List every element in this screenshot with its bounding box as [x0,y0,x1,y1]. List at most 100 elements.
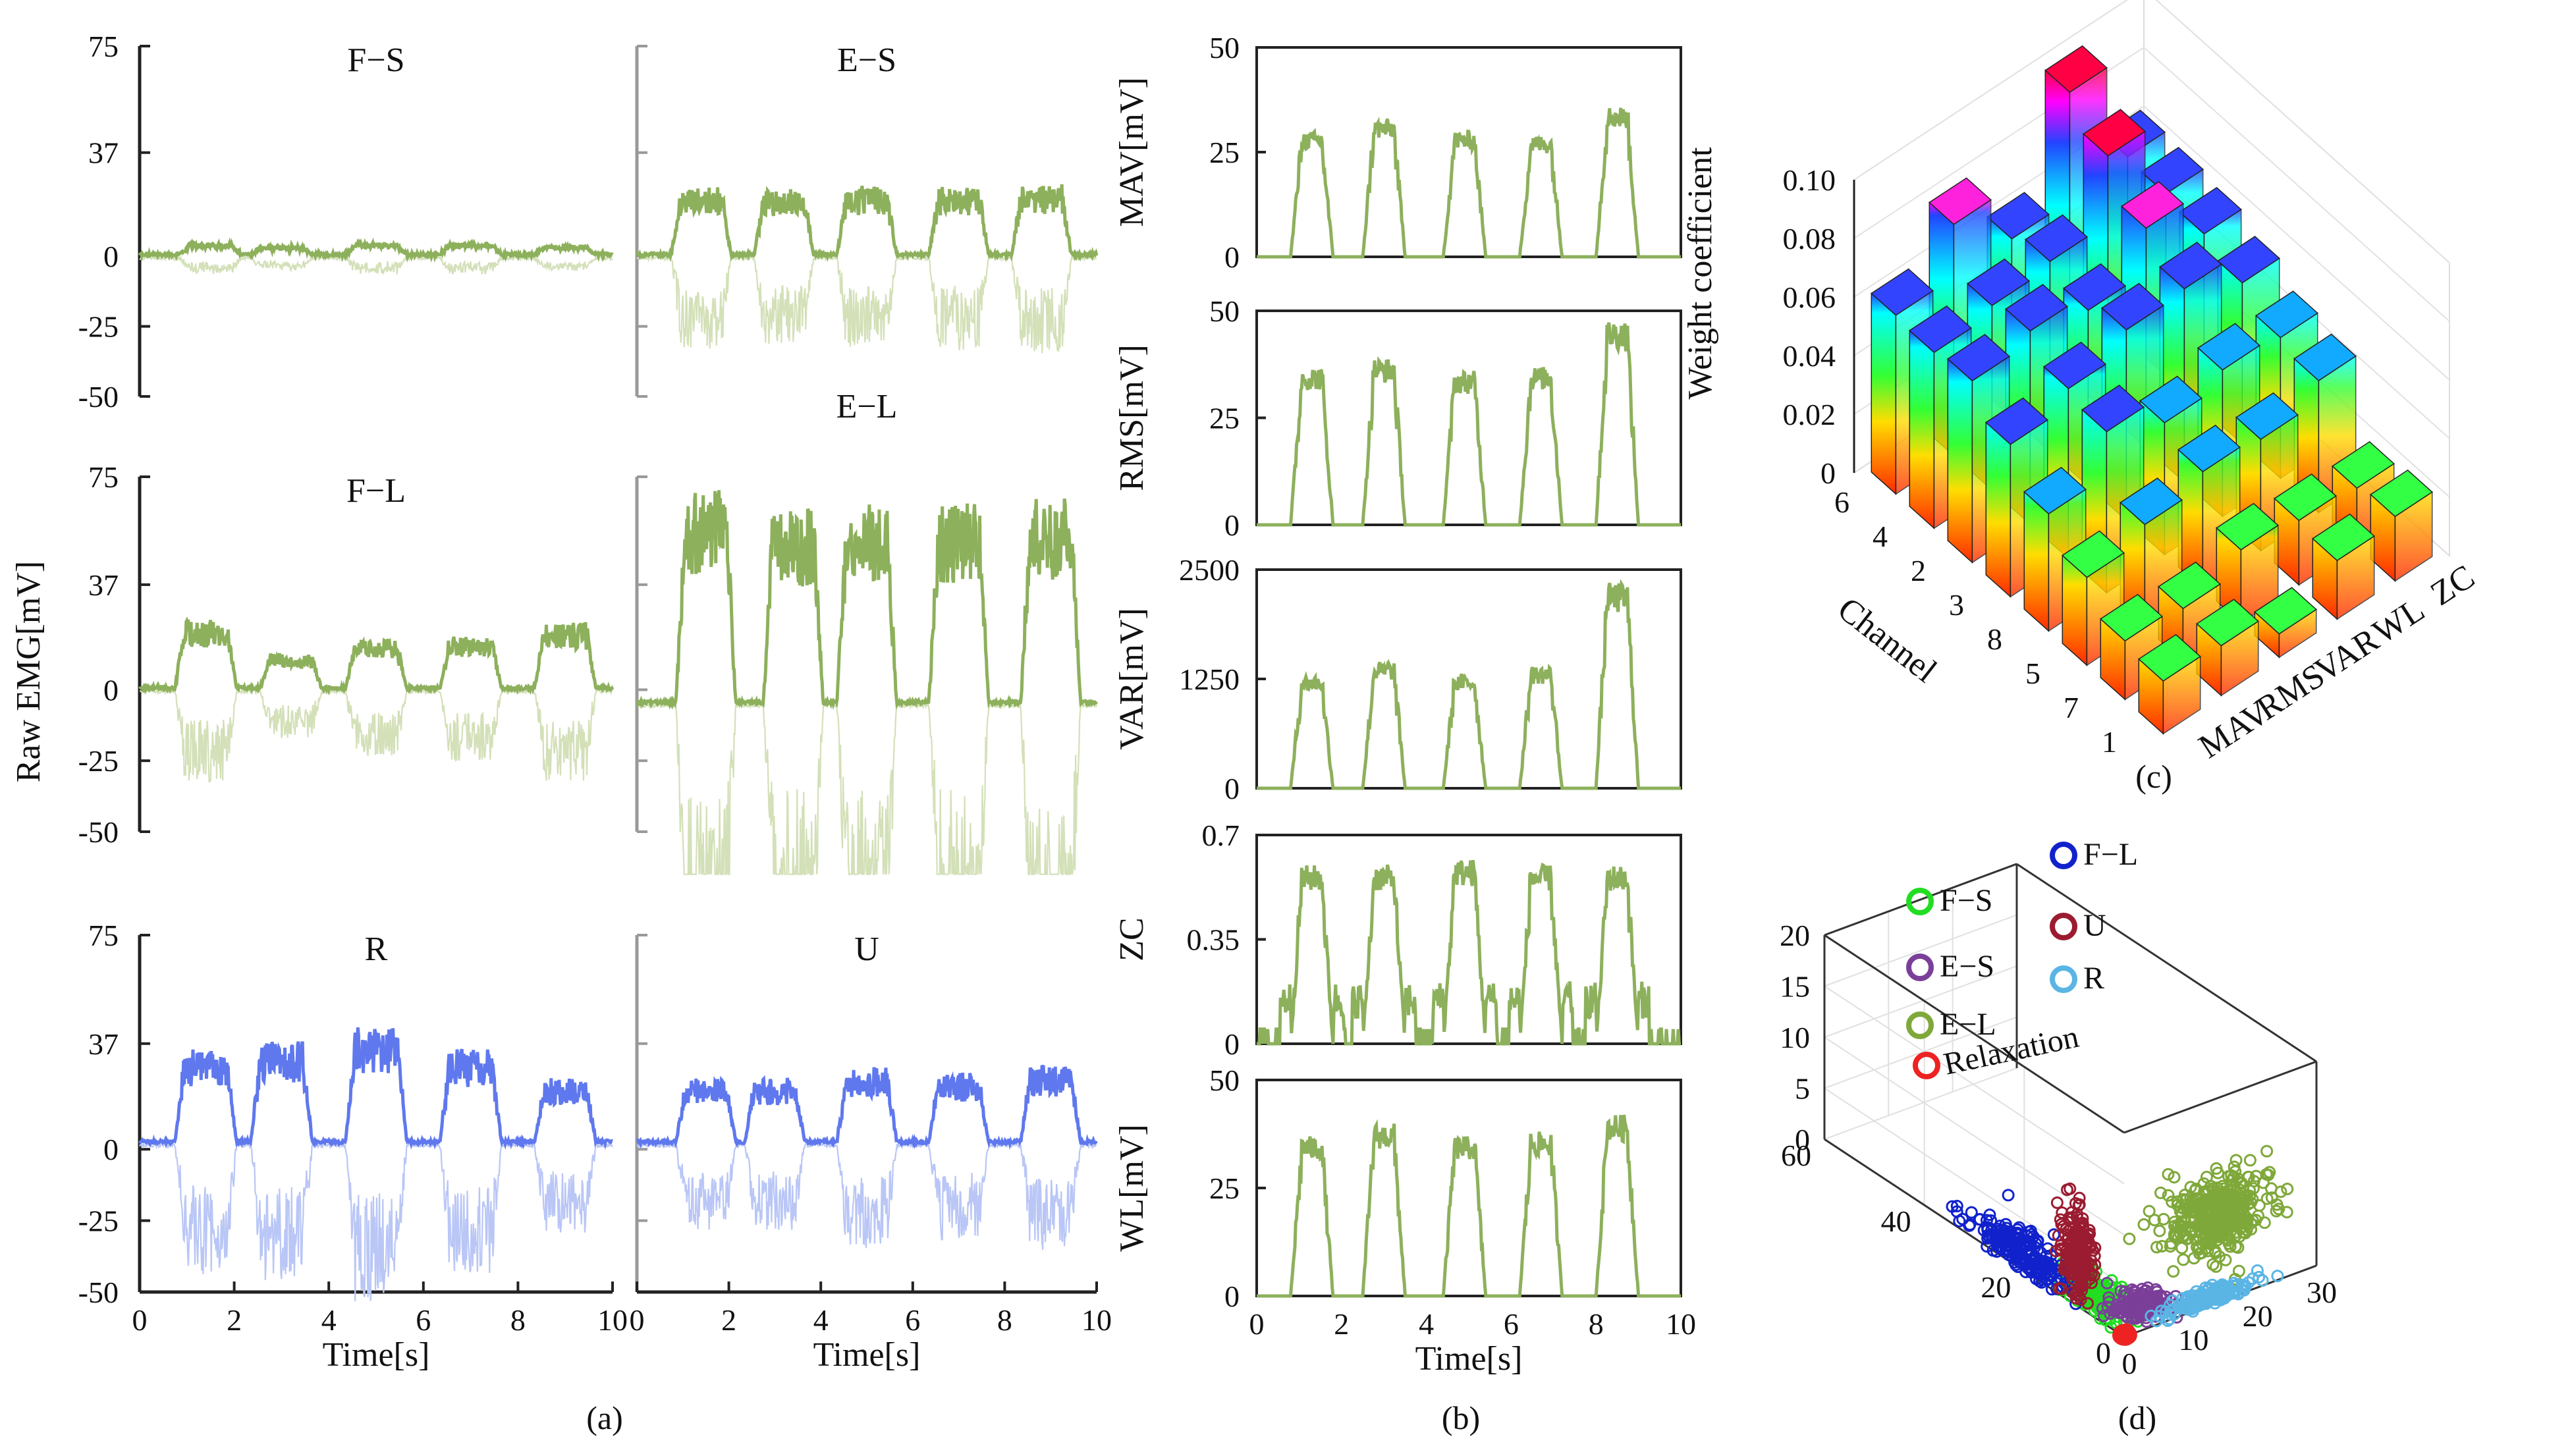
emg-subplot: E−L [635,388,1099,876]
y-tick-label: 75 [88,919,119,952]
feature-trace [1257,322,1681,527]
bar-face-top [1929,177,1992,225]
legend-label: F−L [2083,837,2138,872]
grid-line [1853,0,2450,263]
legend-marker [2050,842,2077,869]
bar-face-top [2101,283,2164,331]
legend-item: F−L [2050,837,2138,872]
bar-face-top [2370,469,2433,518]
z-tick-label: 0.06 [1783,281,1836,314]
scatter-point [2241,1170,2255,1183]
scatter-point [2201,1296,2214,1309]
grid-line [1824,914,2017,987]
bar-face-top [2121,181,2184,229]
bar-face-top [2216,502,2279,551]
feature-ylabel: MAV[mV] [1113,77,1151,227]
caption-b: (b) [1442,1399,1480,1436]
emg-envelope-trace [636,1064,1098,1150]
grid-line [1853,46,2450,322]
scatter-series [2123,1145,2294,1285]
z-tick-label: 0.02 [1783,398,1836,431]
scatter-point [2072,1199,2085,1212]
emg-envelope-trace [138,616,615,696]
x-tick-label: 8 [1589,1307,1604,1341]
x-tick-label: 0 [2122,1347,2137,1380]
scatter-point [2003,1245,2016,1258]
scatter-point [2066,1272,2079,1285]
scatter-point [2205,1199,2218,1212]
x-tick-label: 4 [1419,1307,1434,1341]
bar3d-bar [2138,634,2201,735]
bar-face-top [1871,268,1934,316]
y-tick-label: -25 [78,310,119,344]
scatter-point [2150,1291,2162,1304]
scatter-point [2150,1285,2164,1299]
scatter-point [2050,1245,2062,1258]
bar-face-front [1871,292,1897,495]
x-tick-label: 0 [1249,1307,1265,1341]
bar-face-top [2025,214,2088,262]
scatter-point [2005,1233,2018,1247]
x-axis-title: Time[s] [1415,1340,1523,1378]
bar-face-front [1947,358,1973,564]
bar3d-bar [2216,502,2279,624]
scatter-point [2230,1154,2243,1167]
scatter-point [1950,1200,1963,1212]
grid-line [1824,985,2125,1185]
legend-item: E−L [1906,1007,1996,1042]
feature-plot-box [1255,1079,1682,1297]
bar-face-top [2197,323,2260,371]
scatter-point [2270,1198,2284,1211]
bar-face-top [2332,441,2395,489]
scatter-point [2037,1258,2050,1272]
scatter-point [2153,1224,2166,1237]
bar-face-top [2159,242,2222,290]
y-tick-label: 75 [88,30,119,63]
z-tick-label: 0.08 [1783,222,1836,256]
scatter-point [2089,1258,2102,1272]
bar-face-top [2044,45,2108,94]
channel-tick-label: 6 [1834,485,1849,519]
z-tick-label: 0 [1820,456,1836,490]
box-edge [1824,863,2017,936]
scatter-point [1981,1222,1994,1235]
scatter-point [2245,1196,2257,1209]
bar-face-top [2100,593,2163,642]
scatter-point [2050,1196,2064,1209]
x-tick-label: 2 [227,1303,242,1337]
bar3d-bar [2370,469,2433,582]
x-axis-title: Time[s] [323,1336,430,1374]
feature-ylabel: RMS[mV] [1113,344,1151,491]
scatter-point [2061,1183,2073,1197]
scatter-series [2050,1182,2102,1310]
legend-marker [1913,1052,1940,1079]
emg-panel-title: F−S [347,41,404,79]
scatter-point [2019,1266,2033,1278]
scatter-point [1999,1218,2012,1231]
scatter-point [2174,1219,2187,1232]
emg-envelope-trace [138,237,614,263]
x-tick-label: 10 [597,1303,628,1337]
x-tick-label: 0 [132,1303,148,1337]
scatter-point [2217,1182,2230,1195]
bar-face-front [1985,421,2011,598]
scatter-point [2199,1235,2212,1249]
scatter-point [2188,1200,2201,1214]
z-tick-label: 0.10 [1783,163,1836,197]
emg-raw-trace [139,254,613,276]
y-tick-label: 60 [1781,1139,1811,1172]
scatter-point [1963,1218,1977,1231]
bar-face-top [2083,109,2146,157]
scatter-point [1981,1240,1994,1253]
scatter-point [1973,1213,1986,1226]
scatter-point [2123,1232,2136,1245]
grid-line [1824,1067,2017,1140]
scatter-point [2100,1277,2114,1289]
bar-face-top [2043,341,2106,390]
scatter-point [2174,1204,2187,1218]
bar-face-top [2120,477,2183,526]
scatter-point [2127,1291,2141,1305]
legend-item: R [2050,961,2104,996]
channel-tick-label: 3 [1949,588,1964,622]
